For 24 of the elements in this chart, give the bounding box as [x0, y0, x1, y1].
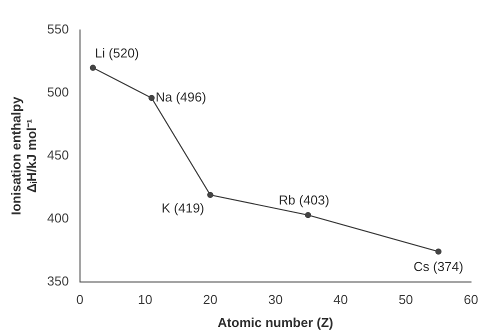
y-tick-label: 550: [47, 22, 69, 37]
y-tick-label: 400: [47, 210, 69, 226]
annotation: K (419): [162, 200, 204, 216]
annotation: Rb (403): [278, 192, 330, 208]
point: [90, 64, 96, 71]
annotation: Li (520): [94, 45, 140, 60]
point: [148, 94, 155, 102]
x-tick-label: 10: [138, 292, 152, 308]
y-axis-title: Ionisation enthalpy ΔᵢH/kJ mol⁻¹: [8, 96, 39, 216]
x-tick-label: 0: [76, 292, 84, 308]
x-tick-label: 60: [464, 292, 478, 308]
x-tick-label: 50: [398, 292, 414, 308]
x-axis-title: Atomic number (Z): [218, 314, 334, 330]
y-tick-label: 450: [47, 147, 69, 162]
x-tick-label: 20: [203, 292, 218, 308]
x-tick-label: 40: [333, 292, 348, 308]
annotation: Na (496): [156, 90, 206, 105]
point: [435, 248, 442, 255]
y-tick-label: 350: [47, 273, 69, 288]
x-tick-label: 30: [268, 292, 283, 308]
annotation: Cs (374): [413, 259, 464, 274]
y-tick-label: 500: [47, 84, 69, 100]
point: [304, 212, 312, 218]
point: [207, 192, 214, 198]
